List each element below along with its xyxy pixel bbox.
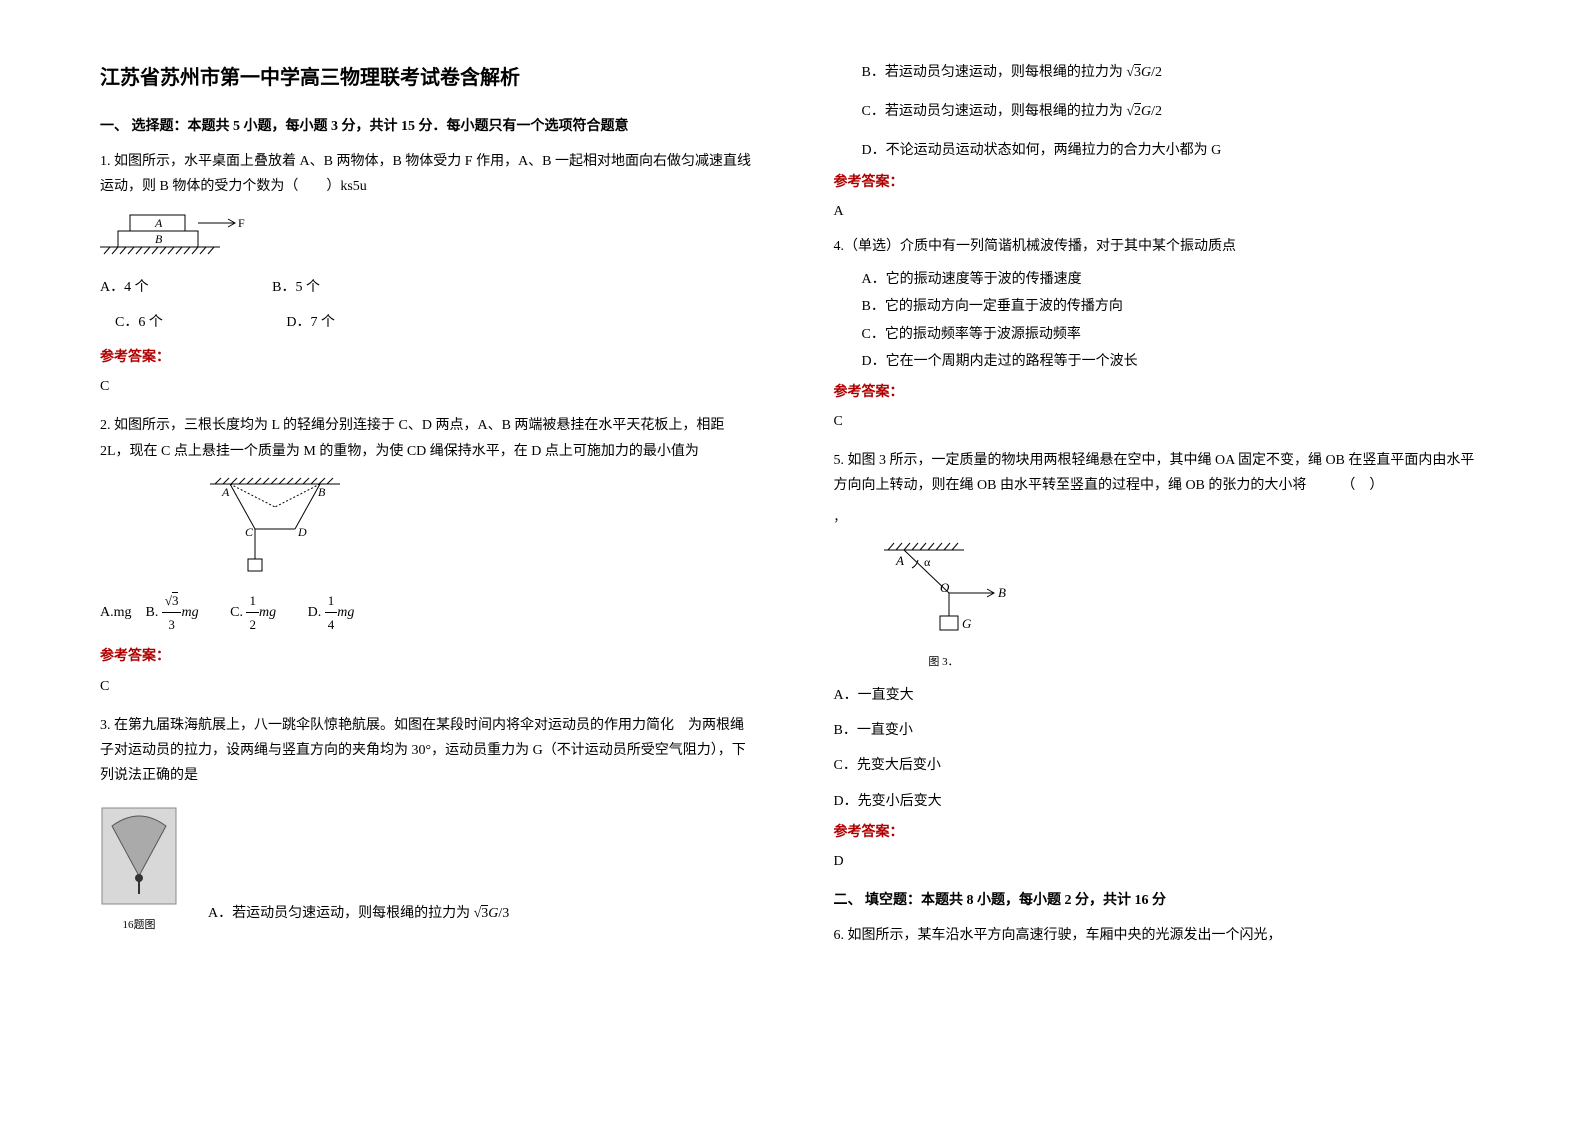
svg-text:α: α — [924, 555, 931, 569]
q3-opt-b: B．若运动员匀速运动，则每根绳的拉力为 — [862, 65, 1123, 80]
svg-text:A: A — [221, 485, 230, 499]
q2-opt-c-prefix: C. — [230, 605, 243, 620]
q2-opt-d-frac: 14 — [325, 589, 338, 637]
q3-opt-b-wrap: B．若运动员匀速运动，则每根绳的拉力为 √3G/2 — [862, 60, 1488, 85]
q3-figure — [100, 806, 178, 906]
question-4: 4.（单选）介质中有一列简谐机械波传播，对于其中某个振动质点 A．它的振动速度等… — [834, 234, 1488, 434]
question-3: 3. 在第九届珠海航展上，八一跳伞队惊艳航展。如图在某段时间内将伞对运动员的作用… — [100, 713, 754, 936]
q6-text: 6. 如图所示，某车沿水平方向高速行驶，车厢中央的光源发出一个闪光， — [834, 923, 1488, 948]
q3-opt-c-wrap: C．若运动员匀速运动，则每根绳的拉力为 √2G/2 — [862, 99, 1488, 124]
q3-opt-b-tail: /2 — [1151, 65, 1162, 80]
question-2: 2. 如图所示，三根长度均为 L 的轻绳分别连接于 C、D 两点，A、B 两端被… — [100, 413, 754, 699]
q3-opt-a-formula: √3G — [474, 905, 499, 921]
q3-opt-b-formula: √3G — [1126, 64, 1151, 80]
svg-text:F: F — [238, 216, 245, 230]
q1-figure: A B F — [100, 210, 754, 265]
q4-opt-d: D．它在一个周期内走过的路程等于一个波长 — [862, 349, 1488, 374]
q5-answer: D — [834, 849, 1488, 874]
q2-answer: C — [100, 674, 754, 699]
left-column: 江苏省苏州市第一中学高三物理联考试卷含解析 一、 选择题：本题共 5 小题，每小… — [100, 60, 754, 1082]
q5-comma: ， — [834, 507, 1488, 529]
q5-fig-caption: 图 3． — [864, 653, 1024, 673]
q5-opt-d: D．先变小后变大 — [834, 789, 1488, 814]
q3-text: 3. 在第九届珠海航展上，八一跳伞队惊艳航展。如图在某段时间内将伞对运动员的作用… — [100, 713, 754, 789]
q5-opt-b: B．一直变小 — [834, 718, 1488, 743]
section1-header: 一、 选择题：本题共 5 小题，每小题 3 分，共计 15 分．每小题只有一个选… — [100, 114, 754, 139]
q1-opt-d: D．7 个 — [286, 310, 335, 335]
q3-fig-caption: 16题图 — [100, 916, 178, 936]
q2-opt-c-frac: 12 — [246, 589, 259, 637]
q5-answer-label: 参考答案： — [834, 820, 1488, 845]
q1-text: 1. 如图所示，水平桌面上叠放着 A、B 两物体，B 物体受力 F 作用，A、B… — [100, 149, 754, 199]
q5-opt-a: A．一直变大 — [834, 683, 1488, 708]
q3-opt-a-tail: /3 — [498, 906, 509, 921]
svg-text:A: A — [895, 553, 904, 568]
svg-text:O: O — [940, 580, 950, 595]
q3-opt-c-tail: /2 — [1151, 104, 1162, 119]
svg-text:C: C — [245, 525, 254, 539]
q4-answer-label: 参考答案： — [834, 380, 1488, 405]
section2-header: 二、 填空题：本题共 8 小题，每小题 2 分，共计 16 分 — [834, 888, 1488, 913]
q4-opt-c: C．它的振动频率等于波源振动频率 — [862, 322, 1488, 347]
q3-opt-c: C．若运动员匀速运动，则每根绳的拉力为 — [862, 104, 1123, 119]
q3-opt-a: A．若运动员匀速运动，则每根绳的拉力为 — [208, 906, 470, 921]
q2-opt-ab-prefix: A.mg B. — [100, 605, 158, 620]
q1-options-row2: C．6 个 D．7 个 — [115, 310, 754, 335]
svg-text:B: B — [998, 585, 1006, 600]
q2-opt-d-prefix: D. — [308, 605, 322, 620]
question-1: 1. 如图所示，水平桌面上叠放着 A、B 两物体，B 物体受力 F 作用，A、B… — [100, 149, 754, 399]
q1-answer: C — [100, 374, 754, 399]
q1-opt-c: C．6 个 — [115, 310, 163, 335]
svg-text:B: B — [155, 232, 163, 246]
q5-opt-c: C．先变大后变小 — [834, 753, 1488, 778]
q1-options-row1: A．4 个 B．5 个 — [100, 275, 754, 300]
question-5: 5. 如图 3 所示，一定质量的物块用两根轻绳悬在空中，其中绳 OA 固定不变，… — [834, 448, 1488, 874]
q5-figure: A α O B G 图 3． — [864, 538, 1488, 673]
question-6: 6. 如图所示，某车沿水平方向高速行驶，车厢中央的光源发出一个闪光， — [834, 923, 1488, 948]
q3-answer: A — [834, 199, 1488, 224]
svg-text:A: A — [154, 216, 163, 230]
q2-text: 2. 如图所示，三根长度均为 L 的轻绳分别连接于 C、D 两点，A、B 两端被… — [100, 413, 754, 463]
q3-opt-c-formula: √2G — [1126, 103, 1151, 119]
q1-answer-label: 参考答案： — [100, 345, 754, 370]
q4-opt-a: A．它的振动速度等于波的传播速度 — [862, 267, 1488, 292]
q2-answer-label: 参考答案： — [100, 644, 754, 669]
q2-figure: A B C D — [190, 474, 754, 579]
q1-opt-a: A．4 个 — [100, 275, 149, 300]
svg-text:B: B — [318, 485, 326, 499]
q1-opt-b: B．5 个 — [272, 275, 320, 300]
q3-opt-a-wrap: A．若运动员匀速运动，则每根绳的拉力为 √3G/3 — [208, 901, 509, 936]
right-column: B．若运动员匀速运动，则每根绳的拉力为 √3G/2 C．若运动员匀速运动，则每根… — [834, 60, 1488, 1082]
q2-options: A.mg B. √3 3 mg C. 12 mg D. 14 mg — [100, 589, 754, 637]
svg-text:G: G — [962, 616, 972, 631]
q3-answer-label: 参考答案： — [834, 170, 1488, 195]
q5-text: 5. 如图 3 所示，一定质量的物块用两根轻绳悬在空中，其中绳 OA 固定不变，… — [834, 448, 1488, 498]
svg-text:D: D — [297, 525, 307, 539]
q4-opt-b: B．它的振动方向一定垂直于波的传播方向 — [862, 294, 1488, 319]
q2-opt-b-frac: √3 3 — [162, 589, 182, 637]
q4-answer: C — [834, 409, 1488, 434]
q3-figure-wrap: 16题图 — [100, 796, 178, 936]
exam-title: 江苏省苏州市第一中学高三物理联考试卷含解析 — [100, 60, 754, 96]
q4-text: 4.（单选）介质中有一列简谐机械波传播，对于其中某个振动质点 — [834, 234, 1488, 259]
q3-opt-d: D．不论运动员运动状态如何，两绳拉力的合力大小都为 G — [862, 138, 1488, 163]
